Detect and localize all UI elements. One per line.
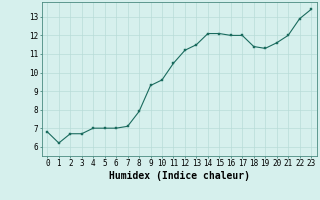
X-axis label: Humidex (Indice chaleur): Humidex (Indice chaleur) [109,171,250,181]
